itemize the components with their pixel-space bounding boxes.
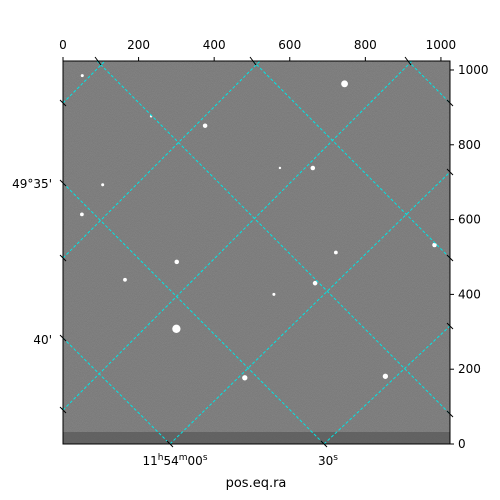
star (202, 123, 208, 128)
top-tick-label: 800 (354, 38, 377, 52)
ra-tick-label-0: 11h54m00s (142, 453, 207, 468)
star (341, 80, 348, 88)
image-noise (63, 61, 450, 444)
wcs-tick (59, 254, 67, 262)
star (80, 74, 84, 78)
top-axis: 0 200 400 600 800 1000 (59, 38, 456, 61)
star (278, 166, 282, 170)
wcs-tick (446, 254, 454, 262)
wcs-tick (446, 322, 454, 330)
wcs-tick (59, 99, 67, 107)
grid-line-ra (96, 61, 450, 415)
star (312, 280, 318, 286)
right-tick-label: 600 (458, 213, 481, 227)
coordinate-grid (63, 61, 450, 444)
star (123, 277, 127, 282)
image-bottom-band (63, 432, 450, 444)
dec-tick-label-1: 40' (33, 333, 52, 347)
x-axis-title: pos.eq.ra (226, 476, 287, 491)
right-tick-label: 200 (458, 362, 481, 376)
star (242, 375, 248, 381)
wcs-tick (320, 440, 328, 448)
wcs-tick (166, 440, 174, 448)
grid-line-ra (63, 337, 171, 444)
top-tick-label: 600 (278, 38, 301, 52)
right-tick-label: 0 (458, 437, 466, 451)
star (101, 183, 105, 187)
sky-image (63, 61, 450, 444)
top-tick-label: 400 (203, 38, 226, 52)
dec-tick-label-0: 49°35' (12, 177, 52, 191)
grid-line-dec (63, 61, 413, 411)
star (310, 165, 316, 171)
star (432, 242, 437, 248)
grid-line-ra (63, 182, 325, 444)
right-axis: 0 200 400 600 800 1000 (450, 63, 489, 451)
wcs-edge-ticks (59, 56, 454, 448)
wcs-tick (59, 334, 67, 342)
wcs-tick (249, 56, 257, 66)
wcs-tick (446, 99, 454, 107)
grid-line-dec (169, 171, 450, 444)
grid-line-dec (63, 61, 261, 259)
star (80, 212, 84, 217)
star (272, 292, 276, 296)
wcs-tick (94, 56, 102, 66)
grid-line-dec (323, 325, 450, 444)
wcs-tick (446, 168, 454, 176)
wcs-tick (446, 410, 454, 418)
star (382, 373, 389, 379)
top-tick-label: 200 (127, 38, 150, 52)
star (333, 250, 338, 255)
right-tick-label: 800 (458, 138, 481, 152)
grid-line-ra (252, 61, 450, 259)
right-tick-label: 400 (458, 287, 481, 301)
star (174, 259, 180, 265)
top-tick-label: 0 (59, 38, 67, 52)
wcs-tick (404, 56, 412, 66)
stars-layer (80, 74, 437, 381)
wcs-tick (59, 406, 67, 414)
wcs-tick (59, 179, 67, 187)
right-tick-label: 1000 (458, 63, 489, 77)
plot-frame (62, 60, 451, 445)
star (172, 324, 181, 333)
ra-tick-label-1: 30s (318, 453, 338, 468)
top-tick-label: 1000 (426, 38, 457, 52)
